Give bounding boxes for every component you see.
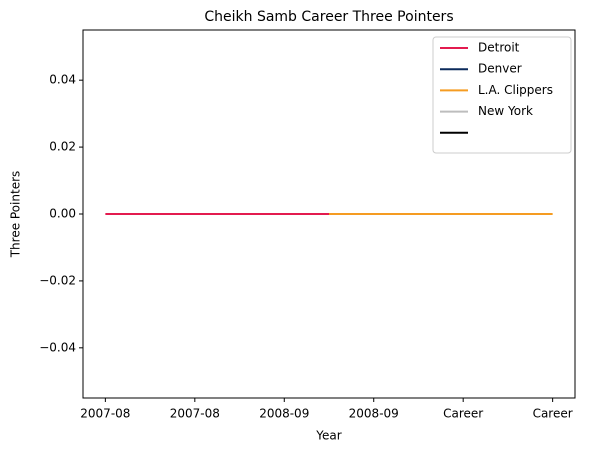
x-tick-label: 2008-09 xyxy=(259,407,309,421)
y-axis-label: Three Pointers xyxy=(9,171,23,259)
x-tick-label: 2007-08 xyxy=(80,407,130,421)
x-tick-label: Career xyxy=(533,407,573,421)
legend-label: L.A. Clippers xyxy=(478,83,553,97)
legend-label: Detroit xyxy=(478,41,520,55)
legend-label: Denver xyxy=(478,62,522,76)
x-axis-label: Year xyxy=(315,429,341,443)
x-tick-label: 2007-08 xyxy=(170,407,220,421)
legend-box xyxy=(432,36,572,154)
chart-title: Cheikh Samb Career Three Pointers xyxy=(204,9,453,25)
y-tick-label: −0.04 xyxy=(39,340,76,354)
plot-frame xyxy=(82,29,576,399)
x-tick-label: 2008-09 xyxy=(349,407,399,421)
x-tick-label: Career xyxy=(443,407,483,421)
y-tick-label: 0.04 xyxy=(49,73,76,87)
y-tick-label: −0.02 xyxy=(39,273,76,287)
legend-label: New York xyxy=(478,104,533,118)
y-tick-label: 0.02 xyxy=(49,140,76,154)
y-tick-label: 0.00 xyxy=(49,207,76,221)
